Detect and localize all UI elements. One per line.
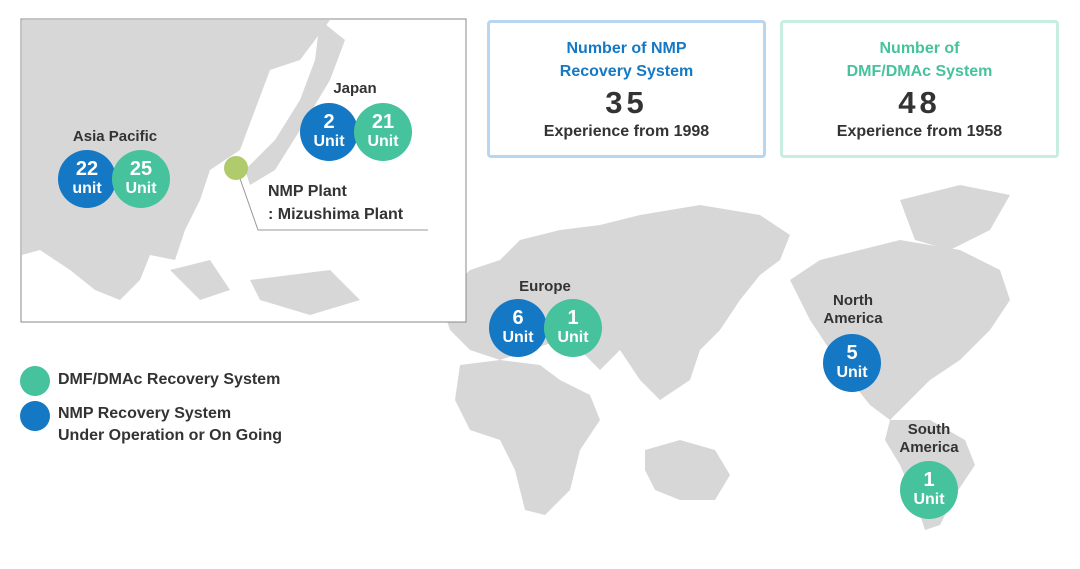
australia-landmass <box>645 440 730 500</box>
japan-nmp-bubble: 2 Unit <box>300 103 358 161</box>
inset-islands <box>170 260 360 315</box>
europe-nmp-bubble: 6 Unit <box>489 299 547 357</box>
region-label-north-america: North America <box>823 292 883 327</box>
region-label-asia-pacific: Asia Pacific <box>72 128 158 145</box>
stat-subtitle: Experience from 1998 <box>543 123 710 140</box>
dmf-stat-card: Number of DMF/DMAc System 48 Experience … <box>780 20 1059 158</box>
stat-subtitle: Experience from 1958 <box>836 123 1003 140</box>
plant-label: NMP Plant : Mizushima Plant <box>268 183 404 223</box>
legend-label: DMF/DMAc Recovery System <box>58 371 281 388</box>
nmp-dot-icon <box>20 401 50 431</box>
stat-value: 48 <box>898 85 941 120</box>
eurasia-landmass <box>440 205 790 400</box>
region-label-europe: Europe <box>519 278 571 295</box>
south-america-dmf-bubble: 1 Unit <box>900 461 958 519</box>
legend-item-dmf: DMF/DMAc Recovery System <box>20 366 280 396</box>
region-label-japan: Japan <box>333 80 377 97</box>
greenland-landmass <box>900 185 1010 250</box>
region-label-south-america: South America <box>899 421 959 456</box>
africa-landmass <box>455 360 600 515</box>
legend-item-nmp: NMP Recovery System Under Operation or O… <box>20 401 282 447</box>
north-america-nmp-bubble: 5 Unit <box>823 334 881 392</box>
stat-title: Number of NMP Recovery System <box>559 40 694 80</box>
plant-marker <box>224 156 248 180</box>
europe-dmf-bubble: 1 Unit <box>544 299 602 357</box>
dmf-dot-icon <box>20 366 50 396</box>
north-america-landmass <box>790 240 1010 420</box>
stat-value: 35 <box>605 85 648 120</box>
nmp-stat-card: Number of NMP Recovery System 35 Experie… <box>487 20 766 158</box>
stat-title: Number of DMF/DMAc System <box>846 40 993 80</box>
plant-leader-line <box>236 169 428 231</box>
japan-dmf-bubble: 21 Unit <box>354 103 412 161</box>
asia-nmp-bubble: 22 unit <box>58 150 116 208</box>
asia-dmf-bubble: 25 Unit <box>112 150 170 208</box>
legend-label: NMP Recovery System Under Operation or O… <box>58 405 282 444</box>
inset-japan-landmass <box>245 20 345 185</box>
inset-asia-landmass <box>22 20 330 300</box>
